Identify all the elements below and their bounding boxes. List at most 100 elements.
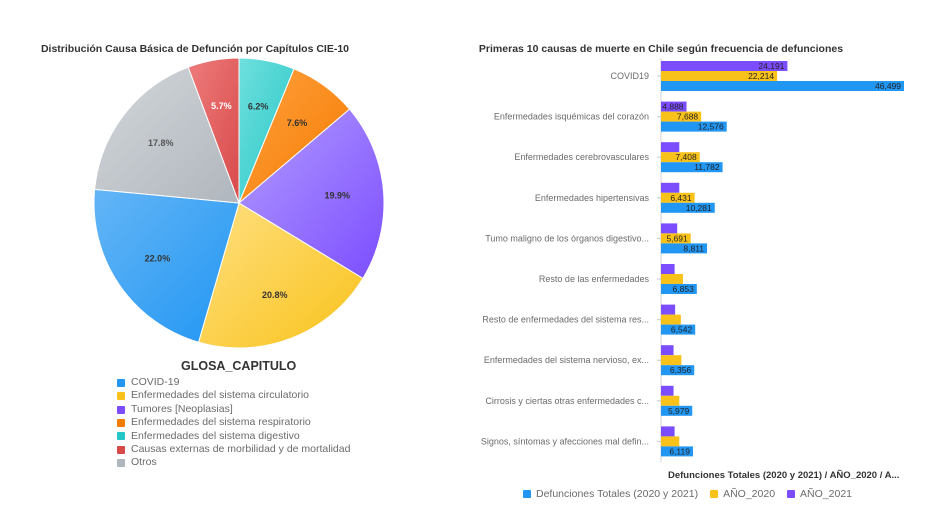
pie-slice-label: 7.6% — [287, 118, 308, 128]
bar[interactable] — [661, 202, 715, 213]
bar[interactable] — [661, 395, 680, 406]
bar-value-label: 4,888 — [662, 102, 684, 112]
bar[interactable] — [661, 365, 695, 376]
bar-value-label: 6,542 — [671, 325, 693, 335]
bar-legend-item[interactable]: Defunciones Totales (2020 y 2021) — [523, 488, 698, 500]
bar-value-label: 7,688 — [677, 112, 699, 122]
legend-swatch — [787, 490, 796, 498]
bar[interactable] — [661, 355, 682, 366]
pie-slice-label: 19.9% — [325, 190, 351, 200]
bar-value-label: 6,431 — [670, 193, 692, 203]
bar-value-label: 5,979 — [668, 406, 690, 416]
bar-value-label: 22,214 — [748, 71, 774, 81]
bar[interactable] — [661, 142, 680, 153]
pie-slice-label: 5.7% — [211, 101, 232, 111]
legend-label: Causas externas de morbilidad y de morta… — [131, 443, 351, 456]
bar[interactable] — [661, 182, 680, 193]
category-label: Cirrosis y ciertas otras enfermedades c.… — [485, 396, 649, 406]
bar[interactable] — [661, 121, 727, 132]
category-label: Signos, síntomas y afecciones mal defin.… — [481, 436, 649, 446]
pie-legend-item[interactable]: Enfermedades del sistema digestivo — [117, 430, 350, 443]
bar[interactable] — [661, 314, 681, 325]
bar[interactable] — [661, 426, 675, 437]
pie-legend-item[interactable]: Otros — [117, 456, 350, 469]
bar-legend-item[interactable]: AÑO_2021 — [787, 488, 852, 500]
pie-legend-item[interactable]: Enfermedades del sistema respiratorio — [117, 416, 350, 429]
bar-value-label: 6,356 — [670, 365, 692, 375]
bar[interactable] — [661, 446, 693, 457]
bar-value-label: 24,191 — [758, 61, 784, 71]
legend-label: Enfermedades del sistema circulatorio — [131, 389, 309, 402]
pie-slice[interactable] — [94, 66, 240, 204]
bar[interactable] — [661, 324, 696, 335]
bar[interactable] — [661, 162, 723, 173]
bar-legend: Defunciones Totales (2020 y 2021) AÑO_202… — [523, 488, 852, 500]
legend-label: AÑO_2021 — [800, 488, 852, 500]
pie-slice[interactable] — [197, 202, 364, 349]
bar-value-label: 6,853 — [673, 284, 695, 294]
legend-label: Enfermedades del sistema respiratorio — [131, 416, 311, 429]
pie-slice-label: 17.8% — [148, 138, 174, 148]
legend-label: Defunciones Totales (2020 y 2021) — [536, 488, 699, 500]
bar[interactable] — [661, 405, 693, 416]
pie-legend-item[interactable]: Tumores [Neoplasias] — [117, 403, 350, 416]
bar[interactable] — [661, 81, 904, 91]
bar[interactable] — [661, 284, 697, 294]
pie-legend: COVID-19 Enfermedades del sistema circula… — [117, 376, 350, 470]
legend-swatch — [117, 445, 125, 454]
pie-legend-title: GLOSA_CAPITULO — [181, 359, 297, 373]
bar-value-label: 10,281 — [686, 203, 712, 213]
bar-value-label: 5,691 — [666, 233, 688, 243]
pie-legend-item[interactable]: Enfermedades del sistema circulatorio — [117, 389, 350, 402]
bar[interactable] — [661, 304, 676, 315]
bar-value-label: 46,499 — [875, 81, 901, 91]
legend-label: AÑO_2020 — [723, 488, 776, 500]
pie-slice[interactable] — [187, 57, 240, 204]
pie-slice[interactable] — [93, 188, 240, 343]
legend-swatch — [710, 490, 719, 498]
category-label: Tumo maligno de los órganos digestivo... — [485, 233, 649, 243]
bar-value-label: 6,119 — [669, 446, 690, 456]
legend-swatch — [117, 418, 125, 427]
bar[interactable] — [661, 385, 674, 396]
pie-slice-label: 22.0% — [145, 253, 171, 263]
category-label: COVID19 — [610, 71, 649, 81]
legend-swatch — [117, 392, 125, 401]
bar-legend-item[interactable]: AÑO_2020 — [710, 488, 775, 500]
bar-value-label: 7,408 — [675, 152, 697, 162]
bar[interactable] — [661, 111, 702, 122]
category-label: Enfermedades hipertensivas — [535, 193, 650, 203]
bar[interactable] — [661, 274, 683, 284]
pie-legend-item[interactable]: Causas externas de morbilidad y de morta… — [117, 443, 350, 456]
bar-value-label: 11,782 — [694, 162, 720, 172]
pie-slice[interactable] — [238, 108, 385, 280]
bar[interactable] — [661, 192, 695, 203]
bar[interactable] — [661, 436, 680, 447]
category-label: Enfermedades cerebrovasculares — [514, 152, 649, 162]
pie-chart-title: Distribución Causa Básica de Defunción p… — [41, 43, 349, 55]
bar-value-label: 8,811 — [683, 243, 704, 253]
bar-value-label: 12,576 — [698, 122, 724, 132]
legend-swatch — [523, 490, 531, 498]
bar[interactable] — [661, 264, 675, 274]
bar[interactable] — [661, 71, 778, 81]
category-label: Enfermedades isquémicas del corazón — [494, 112, 649, 122]
bar[interactable] — [661, 101, 687, 112]
bar[interactable] — [661, 345, 674, 356]
bar[interactable] — [661, 152, 700, 163]
category-label: Resto de enfermedades del sistema res... — [482, 315, 649, 325]
legend-swatch — [117, 378, 125, 387]
pie-legend-item[interactable]: COVID-19 — [117, 376, 350, 389]
bar[interactable] — [661, 223, 678, 234]
bar[interactable] — [661, 243, 708, 254]
legend-label: COVID-19 — [131, 376, 180, 388]
bar[interactable] — [661, 233, 691, 244]
bar-chart-title: Primeras 10 causas de muerte en Chile se… — [479, 43, 843, 55]
pie-slice-label: 20.8% — [262, 290, 288, 300]
legend-label: Enfermedades del sistema digestivo — [131, 429, 300, 442]
bar[interactable] — [661, 61, 788, 71]
legend-label: Otros — [131, 456, 157, 469]
bar-x-axis-title: Defunciones Totales (2020 y 2021) / AÑO_… — [668, 470, 900, 481]
legend-swatch — [117, 405, 125, 414]
